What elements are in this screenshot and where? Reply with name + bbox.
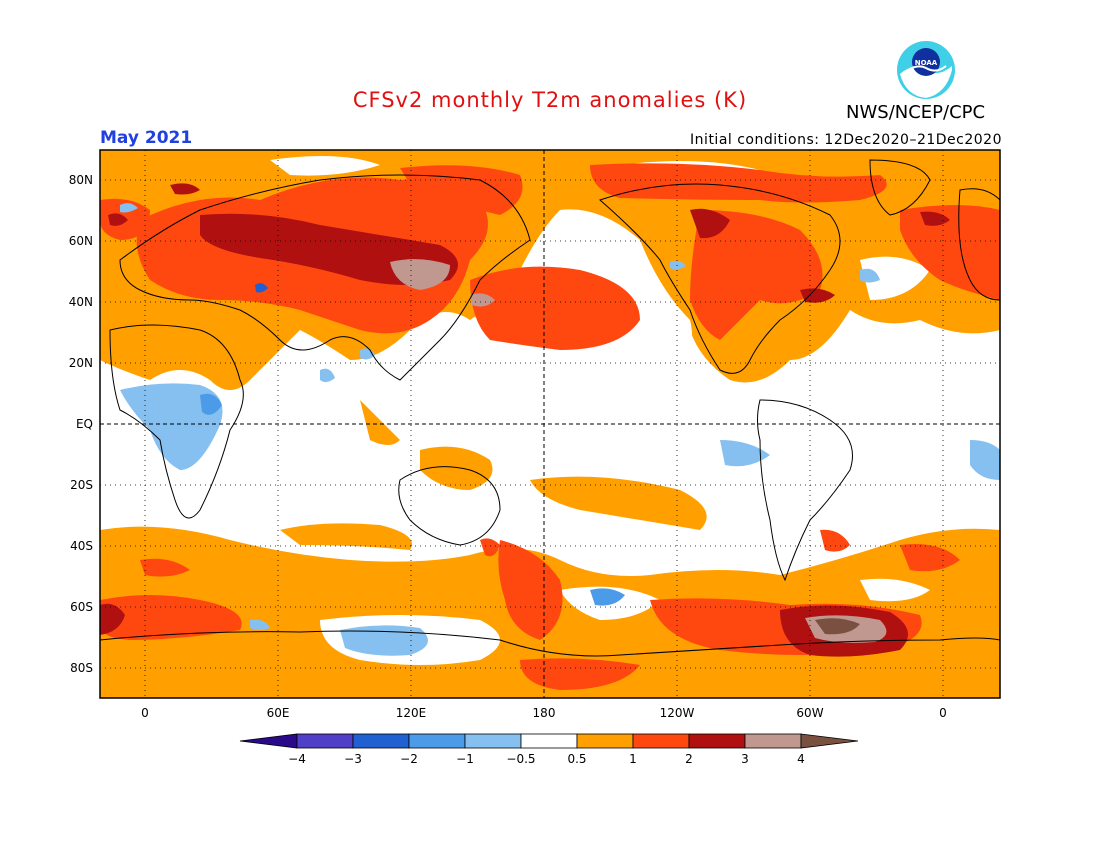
lon-label: 120W [660,706,695,720]
cool-region-africa [120,383,223,470]
colorbar-label: −0.5 [506,752,535,766]
lon-label: 180 [533,706,556,720]
coastline-europe-west [958,188,1000,301]
colorbar-cell [464,733,522,749]
colorbar-cell [744,733,802,749]
colorbar-label: −4 [288,752,306,766]
coastline-north-america [599,183,841,374]
red-region-north-pacific [470,266,640,350]
lat-label: 20S [70,478,93,492]
colorbar-cell [576,733,634,749]
lat-label: 60S [70,600,93,614]
colorbar-cell [296,733,354,749]
colorbar-label: 1 [629,752,637,766]
colorbar-cell [520,733,578,749]
colorbar-cell [408,733,466,749]
svg-text:NOAA: NOAA [915,59,938,67]
lon-label: 60E [267,706,290,720]
lon-labels: 0 60E 120E 180 120W 60W 0 [141,706,947,720]
colorbar-cell [352,733,410,749]
lat-label: 80S [70,661,93,675]
organization-label: NWS/NCEP/CPC [846,102,986,123]
map-frame [99,149,1001,699]
lat-label: 20N [69,356,93,370]
colorbar: −4 −3 −2 −1 −0.5 0.5 1 2 3 4 [239,733,859,766]
lon-label: 0 [939,706,947,720]
coastline-eurasia [119,174,531,381]
red-region-arctic [590,163,887,203]
lat-label: EQ [76,417,93,431]
coastline-africa [109,324,244,519]
colorbar-cell [632,733,690,749]
coastline-antarctica [100,630,1000,657]
colorbar-label: 2 [685,752,693,766]
colorbar-label: 0.5 [567,752,586,766]
lon-label: 60W [796,706,823,720]
colorbar-label: 4 [797,752,805,766]
forecast-period: May 2021 [100,128,193,148]
colorbar-max-arrow [800,733,859,749]
coastline-greenland [869,159,931,216]
colorbar-label: −3 [344,752,362,766]
lon-label: 120E [396,706,427,720]
chart-title: CFSv2 monthly T2m anomalies (K) [352,88,748,112]
lat-label: 80N [69,173,93,187]
hot-spot-mongolia [390,259,450,290]
noaa-logo-icon: NOAA [897,41,955,99]
colorbar-label: 3 [741,752,749,766]
lat-label: 40N [69,295,93,309]
coastline-australia [398,466,501,546]
colorbar-cell [688,733,746,749]
lat-label: 40S [70,539,93,553]
coastline-south-america [757,399,853,582]
noaa-logo: NOAA [896,40,956,100]
colorbar-min-arrow [239,733,298,749]
equator-dateline [100,150,1000,698]
lat-label: 60N [69,234,93,248]
initial-conditions: Initial conditions: 12Dec2020–21Dec2020 [690,132,1002,148]
red-region-north-america [690,210,823,340]
lon-label: 0 [141,706,149,720]
map-gridlines [100,150,1000,698]
colorbar-label: −2 [400,752,418,766]
colorbar-label: −1 [456,752,474,766]
lat-labels: 80N 60N 40N 20N EQ 20S 40S 60S 80S [69,173,93,675]
